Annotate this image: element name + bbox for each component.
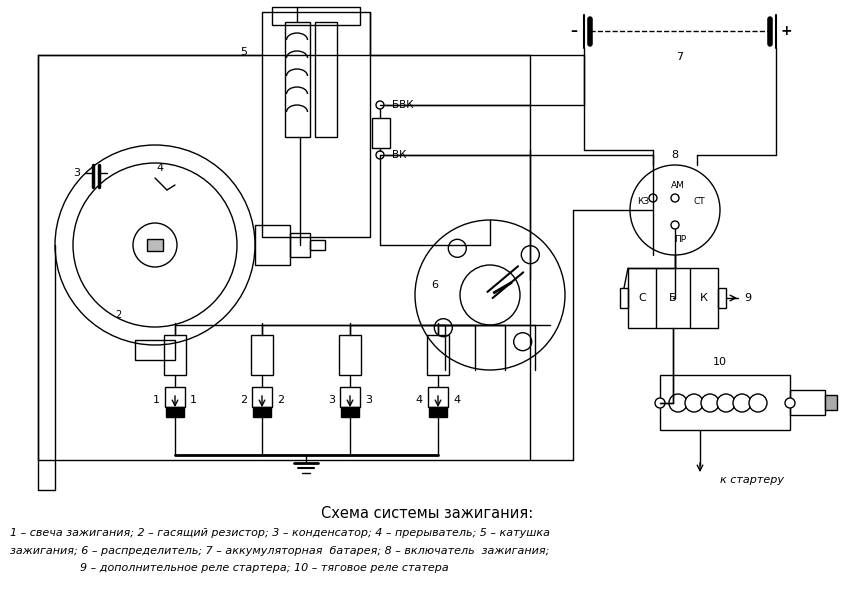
Circle shape [648,194,656,202]
Text: Схема системы зажигания:: Схема системы зажигания: [321,505,532,521]
Bar [717,288,725,308]
Text: ПР: ПР [673,235,685,244]
Bar [627,268,717,328]
Circle shape [520,246,539,264]
Text: КЗ: КЗ [636,197,648,207]
Text: 1 – свеча зажигания; 2 – гасящий резистор; 3 – конденсатор; 4 – прерыватель; 5 –: 1 – свеча зажигания; 2 – гасящий резисто… [10,528,549,538]
Circle shape [668,394,686,412]
Bar [255,225,290,265]
Text: БВК: БВК [392,100,413,110]
Text: –: – [570,24,577,38]
Bar [165,387,185,407]
Text: 1: 1 [189,395,197,405]
Circle shape [514,333,531,351]
Bar [339,335,361,375]
Circle shape [700,394,718,412]
Text: 2: 2 [116,310,122,320]
Circle shape [670,221,678,229]
Bar [285,22,310,137]
Bar [135,340,175,360]
Circle shape [654,398,664,408]
Bar [165,407,183,417]
Bar [252,387,272,407]
Bar [339,387,360,407]
Bar [340,407,358,417]
Text: 1: 1 [153,395,160,405]
Bar [428,407,446,417]
Text: 9 – дополнительное реле стартера; 10 – тяговое реле статера: 9 – дополнительное реле стартера; 10 – т… [80,563,448,573]
Bar [164,335,186,375]
Bar [659,375,789,430]
Text: 10: 10 [712,357,726,367]
Text: 3: 3 [364,395,372,405]
Text: Б: Б [669,293,676,303]
Bar [290,233,310,257]
Bar [824,395,836,410]
Text: С: С [637,293,645,303]
Text: 4: 4 [415,395,422,405]
Text: К: К [699,293,707,303]
Circle shape [375,151,384,159]
Bar [252,407,270,417]
Text: 5: 5 [240,47,247,57]
Bar [789,390,824,415]
Circle shape [684,394,702,412]
Text: СТ: СТ [693,197,705,207]
Text: +: + [780,24,791,38]
Circle shape [748,394,766,412]
Text: 9: 9 [744,293,751,303]
Bar [262,12,369,237]
Text: 4: 4 [156,163,164,173]
Text: 2: 2 [276,395,284,405]
Text: 8: 8 [670,150,678,160]
Bar [315,22,337,137]
Bar [619,288,627,308]
Text: 3: 3 [328,395,334,405]
Bar [251,335,273,375]
Circle shape [434,319,452,337]
Text: 6: 6 [431,280,438,290]
Bar [427,387,448,407]
Text: АМ: АМ [670,181,684,191]
Circle shape [784,398,794,408]
Text: ВК: ВК [392,150,406,160]
Circle shape [670,194,678,202]
Text: к стартеру: к стартеру [719,475,783,485]
Bar [426,335,449,375]
Circle shape [448,240,466,257]
Bar [372,118,390,148]
Circle shape [717,394,734,412]
Text: 3: 3 [73,168,80,178]
Text: 4: 4 [452,395,460,405]
Text: зажигания; 6 – распределитель; 7 – аккумуляторная  батарея; 8 – включатель  зажи: зажигания; 6 – распределитель; 7 – аккум… [10,546,548,556]
Text: 2: 2 [240,395,247,405]
Text: 7: 7 [676,52,682,62]
Circle shape [732,394,750,412]
Bar [272,7,360,25]
Bar [147,239,163,251]
Bar [310,240,325,250]
Circle shape [375,101,384,109]
